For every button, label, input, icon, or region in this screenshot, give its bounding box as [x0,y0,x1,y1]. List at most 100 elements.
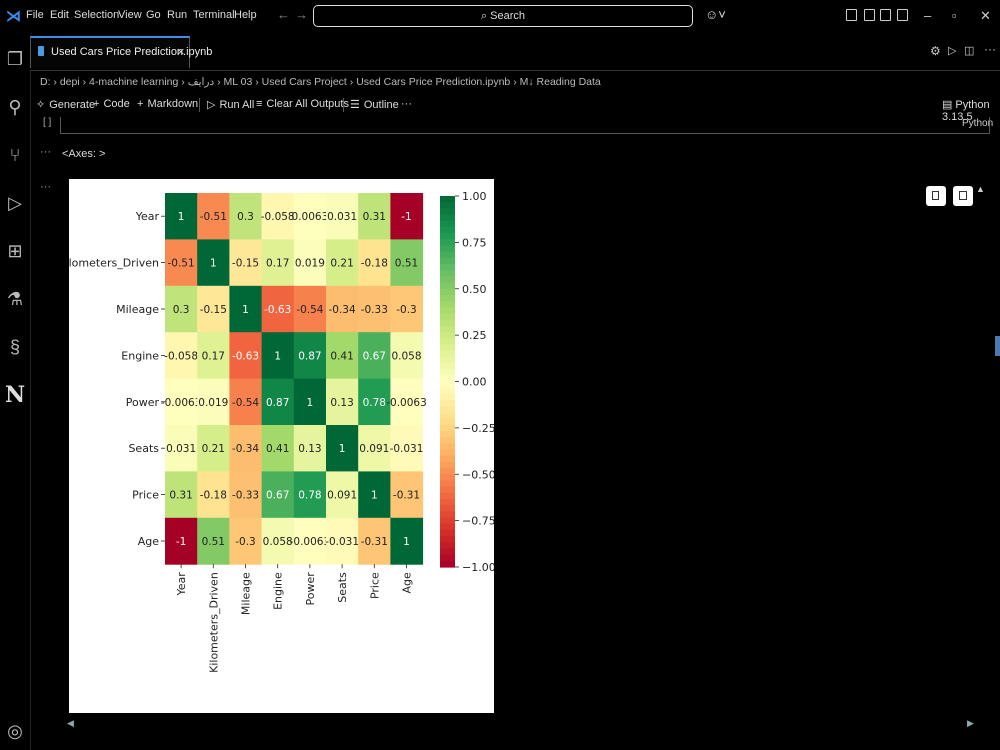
kernel-picker[interactable]: ▤ Python 3.13.5 [942,99,990,123]
heatmap-cell-label: -0.51 [168,258,195,270]
heatmap-cell-label: 1 [339,443,346,455]
heatmap-cell-label: 0.058 [263,536,293,548]
colorbar-tick-label: 0.25 [462,329,487,342]
run-debug-icon[interactable]: ▷ [8,193,22,213]
accounts-icon[interactable]: ◎ [7,721,23,741]
breadcrumb-item[interactable]: depi [59,76,80,88]
y-tick-label: Age [138,535,160,548]
heatmap-cell-label: 0.31 [363,211,386,223]
search-sidebar-icon[interactable]: ⚲ [8,97,22,117]
breadcrumb-item[interactable]: درايف [187,76,215,88]
code-cell-editor[interactable] [60,117,990,134]
heatmap-cell-label: 0.031 [327,211,357,223]
breadcrumb-item[interactable]: Used Cars Project [261,76,347,88]
heatmap-cell [261,332,295,380]
heatmap-cell [165,193,198,240]
tab-close-icon[interactable]: × [177,44,185,59]
toolbar-divider [199,98,200,112]
scroll-up-icon[interactable]: ▲ [976,184,985,194]
copy-output-button[interactable] [926,186,946,206]
menu-item-go[interactable]: Go [146,9,161,21]
heatmap-cell [390,471,424,519]
menu-item-file[interactable]: File [26,9,44,21]
minimize-icon[interactable]: – [924,8,932,23]
close-window-icon[interactable]: ✕ [980,8,991,23]
heatmap-cell [293,378,327,426]
scroll-left-icon[interactable]: ◀ [67,718,74,728]
sparkle-icon: ✧ [36,99,46,111]
breadcrumb-item[interactable]: 4-machine learning [89,76,179,88]
run-icon[interactable]: ▷ [948,45,957,57]
colorbar-segment [440,387,455,395]
heatmap-cell [326,471,359,519]
toggle-sidebar-icon[interactable] [864,9,875,21]
heatmap-cell-label: 0.41 [266,443,289,455]
cell-language-label[interactable]: Python [962,118,994,129]
heatmap-cell-label: 0.091 [359,443,389,455]
vertical-scrollbar-thumb[interactable] [995,336,1000,356]
output-more-icon[interactable]: ··· [40,146,51,158]
menu-item-edit[interactable]: Edit [50,9,69,21]
toolbar-more-button[interactable]: ··· [401,98,412,110]
heatmap-cell-label: -0.058 [261,211,295,223]
split-editor-icon[interactable]: ◫ [964,45,975,57]
breadcrumb-item[interactable]: Used Cars Price Prediction.ipynb [356,76,511,88]
heatmap-cell [390,193,424,240]
breadcrumb-separator: › [252,76,262,88]
colorbar-segment [440,523,455,531]
menu-item-help[interactable]: Help [234,9,257,21]
save-output-button[interactable] [953,186,973,206]
heatmap-cell [390,425,424,472]
output-more-icon[interactable]: ··· [40,181,51,193]
menu-item-selection[interactable]: Selection [74,9,120,21]
heatmap-cell-label: -0.18 [361,258,388,270]
colorbar-segment [440,332,455,339]
add-code-button[interactable]: + Code [93,98,130,110]
heatmap-cell-label: -0.031 [390,443,424,455]
notion-icon[interactable]: N [4,382,26,408]
heatmap-cell-label: 0.87 [298,350,321,362]
heatmap-cell [197,378,230,426]
breadcrumb-item[interactable]: D: [40,76,51,88]
colorbar-segment [440,196,455,203]
breadcrumb-item[interactable]: ML 03 [223,76,253,88]
generate-button[interactable]: ✧ Generate [36,99,96,111]
y-tick-label: Engine [121,349,159,362]
testing-icon[interactable]: ⚗ [6,289,24,309]
colorbar-segment [440,245,455,253]
tab-notebook[interactable]: Used Cars Price Prediction.ipynb × [30,36,212,68]
menu-item-run[interactable]: Run [167,9,188,21]
gear-icon[interactable]: ⚙ [930,44,941,58]
scroll-right-icon[interactable]: ▶ [967,718,974,728]
heatmap-cell-label: 0.13 [330,397,353,409]
forward-arrow-icon[interactable]: → [295,7,308,22]
extensions-icon[interactable]: ⊞ [7,241,23,261]
heatmap-cell-label: -0.031 [325,536,359,548]
clear-outputs-button[interactable]: ≡ Clear All Outputs [256,98,349,110]
toggle-secondary-sidebar-icon[interactable] [897,9,908,21]
source-control-icon[interactable]: ⑂ [9,145,21,165]
explorer-icon[interactable]: ❐ [6,49,24,69]
customize-layout-icon[interactable] [846,9,857,21]
run-all-button[interactable]: ▷ Run All [207,99,255,111]
restore-icon[interactable]: ▫ [952,8,957,23]
y-tick-label: Seats [128,442,159,455]
heatmap-cell-label: -0.34 [232,443,259,455]
heatmap-cell-label: -0.0063 [161,397,202,409]
cell-execution-count: [ ] [43,117,52,128]
toggle-panel-icon[interactable] [880,9,891,21]
search-input[interactable]: ⌕ Search [313,5,693,27]
python-icon[interactable]: § [9,337,20,357]
more-actions-icon[interactable]: ··· [984,42,996,56]
colorbar-segment [440,233,455,240]
breadcrumb-item[interactable]: M↓ Reading Data [519,76,601,88]
heatmap-cell [390,332,424,380]
heatmap-cell-label: -0.54 [296,304,323,316]
menu-item-view[interactable]: View [118,9,142,21]
copilot-icon[interactable]: ☺˅ [705,7,726,22]
heatmap-cell [358,425,391,472]
add-markdown-button[interactable]: + Markdown [137,98,199,110]
menu-item-terminal[interactable]: Terminal [193,9,235,21]
back-arrow-icon[interactable]: ← [277,7,290,22]
outline-button[interactable]: ☰ Outline [350,99,399,111]
